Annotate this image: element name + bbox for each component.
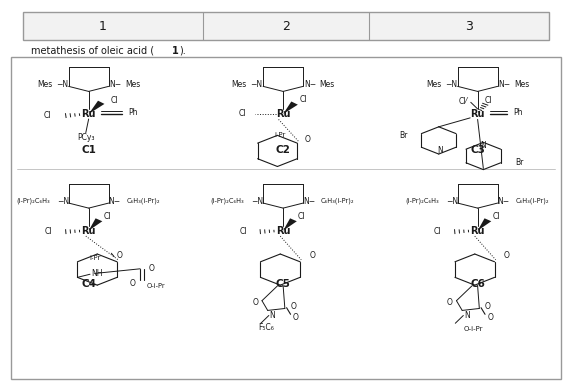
Text: Cl: Cl	[110, 96, 118, 105]
Text: C₆H₃(i-Pr)₂: C₆H₃(i-Pr)₂	[126, 198, 160, 204]
Text: N−: N−	[498, 80, 511, 89]
Text: Mes: Mes	[125, 80, 140, 89]
Text: (i-Pr)₂C₆H₃: (i-Pr)₂C₆H₃	[211, 198, 244, 204]
Text: Ru: Ru	[81, 226, 96, 236]
Text: O-i-Pr: O-i-Pr	[464, 326, 483, 332]
Text: O: O	[305, 135, 311, 144]
Text: Cl: Cl	[45, 226, 53, 236]
Polygon shape	[283, 102, 298, 114]
Text: Cl: Cl	[298, 212, 305, 221]
Text: C4: C4	[81, 279, 96, 289]
Text: 3: 3	[465, 19, 473, 33]
Text: Cl: Cl	[239, 109, 247, 118]
Text: Mes: Mes	[37, 80, 52, 89]
Text: C5: C5	[276, 279, 291, 289]
Text: O: O	[485, 301, 491, 311]
Text: Ru: Ru	[470, 226, 485, 236]
Text: C6: C6	[470, 279, 485, 289]
Text: −N: −N	[250, 80, 263, 89]
Text: N−: N−	[108, 196, 121, 206]
Text: N: N	[464, 311, 470, 320]
Text: O: O	[293, 312, 299, 322]
Text: −N: −N	[446, 196, 458, 206]
Text: Mes: Mes	[426, 80, 441, 89]
Text: i-Pr: i-Pr	[90, 255, 101, 261]
Text: Ru: Ru	[276, 226, 291, 236]
Text: Ru: Ru	[81, 109, 96, 119]
Text: Br: Br	[515, 158, 523, 168]
Text: N−: N−	[497, 196, 510, 206]
Text: −N: −N	[55, 80, 68, 89]
Polygon shape	[89, 101, 105, 114]
Polygon shape	[89, 218, 102, 231]
Text: ).: ).	[179, 46, 186, 56]
Text: Cl: Cl	[492, 212, 500, 221]
Text: (i-Pr)₂C₆H₃: (i-Pr)₂C₆H₃	[406, 198, 439, 204]
Text: NH: NH	[92, 269, 103, 278]
Text: Cl: Cl	[43, 110, 51, 120]
Text: Cl: Cl	[484, 96, 492, 105]
Text: C₆H₃(i-Pr)₂: C₆H₃(i-Pr)₂	[321, 198, 354, 204]
Text: N−: N−	[304, 80, 316, 89]
Text: 1: 1	[172, 46, 178, 56]
Text: Mes: Mes	[320, 80, 335, 89]
Text: Cl: Cl	[240, 226, 247, 236]
Text: O: O	[148, 263, 154, 273]
Text: (i-Pr)₂C₆H₃: (i-Pr)₂C₆H₃	[17, 198, 50, 204]
Text: C2: C2	[276, 145, 291, 155]
Text: i-Pr: i-Pr	[275, 132, 286, 138]
Text: Ph: Ph	[514, 108, 523, 117]
Text: Ph: Ph	[129, 108, 138, 117]
Text: Mes: Mes	[232, 80, 247, 89]
Text: O: O	[447, 298, 452, 307]
Text: metathesis of oleic acid (: metathesis of oleic acid (	[31, 46, 154, 56]
Text: C₆H₃(i-Pr)₂: C₆H₃(i-Pr)₂	[515, 198, 549, 204]
Text: PCy₃: PCy₃	[77, 133, 94, 142]
Text: Cl⁄: Cl⁄	[459, 97, 467, 106]
Text: Br: Br	[399, 131, 407, 140]
Text: O: O	[252, 298, 258, 307]
Text: N: N	[480, 140, 486, 150]
Text: N−: N−	[109, 80, 122, 89]
Polygon shape	[478, 218, 491, 231]
Text: O: O	[504, 251, 510, 261]
Text: Cl: Cl	[299, 95, 307, 105]
Text: Cl: Cl	[434, 226, 442, 236]
Text: N: N	[437, 146, 443, 155]
Text: O: O	[291, 301, 296, 311]
Text: Ru: Ru	[276, 109, 291, 119]
Text: F₅C₆: F₅C₆	[259, 322, 275, 332]
Text: O: O	[129, 279, 135, 288]
Text: O: O	[487, 312, 493, 322]
Text: O-i-Pr: O-i-Pr	[147, 283, 166, 289]
Text: C1: C1	[81, 145, 96, 155]
FancyBboxPatch shape	[23, 12, 549, 40]
Text: N: N	[269, 311, 275, 320]
Text: N−: N−	[303, 196, 315, 206]
Text: C3: C3	[470, 145, 485, 155]
Polygon shape	[283, 218, 297, 231]
Text: −N: −N	[251, 196, 264, 206]
Text: −N: −N	[444, 80, 457, 89]
Text: O: O	[309, 251, 315, 261]
Text: O: O	[117, 251, 122, 260]
Text: Ru: Ru	[470, 109, 485, 119]
Text: Cl: Cl	[104, 212, 111, 221]
Text: −N: −N	[57, 196, 69, 206]
Text: 2: 2	[282, 19, 290, 33]
FancyBboxPatch shape	[11, 57, 561, 379]
Text: 1: 1	[99, 19, 107, 33]
Text: Mes: Mes	[514, 80, 529, 89]
